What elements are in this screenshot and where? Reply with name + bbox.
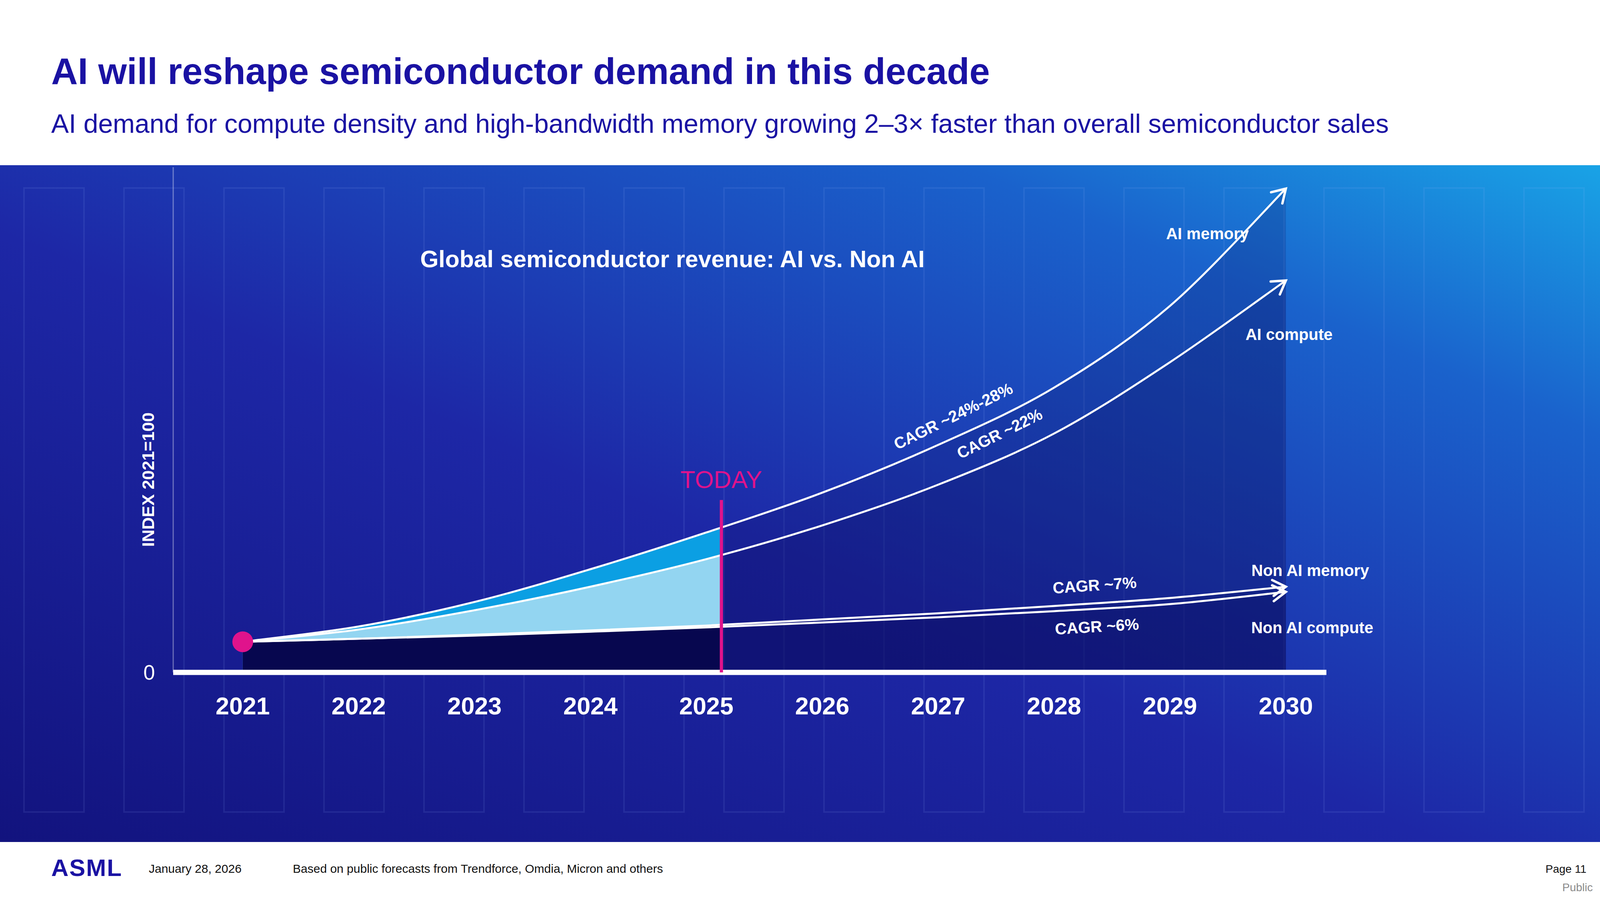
lines — [242, 188, 1286, 642]
past-areas — [242, 188, 722, 673]
start-dot — [232, 631, 254, 652]
background — [0, 165, 1600, 842]
line — [242, 586, 1286, 642]
y-axis-line — [172, 167, 174, 673]
x-tick-label: 2025 — [679, 692, 734, 720]
area-future — [721, 586, 1286, 673]
rack — [124, 188, 184, 812]
racks — [24, 188, 1584, 812]
footer-page: Page 11 — [1545, 862, 1587, 876]
rack — [24, 188, 84, 812]
x-tick-label: 2028 — [1026, 692, 1082, 720]
x-tick-label: 2024 — [563, 692, 618, 720]
rack — [1424, 188, 1484, 812]
rack — [624, 188, 684, 812]
y-tick-label: 0 — [143, 660, 156, 684]
today-label: TODAY — [680, 466, 763, 494]
page: AI will reshape semiconductor demand in … — [0, 0, 1600, 900]
today-line — [720, 500, 724, 673]
annotation: CAGR ~7% — [1052, 573, 1138, 597]
area — [242, 280, 722, 673]
title: AI will reshape semiconductor demand in … — [51, 50, 990, 92]
rack — [1324, 188, 1384, 812]
area-future — [721, 188, 1286, 673]
area — [242, 188, 722, 673]
x-tick-label: 2021 — [215, 692, 270, 720]
x-tick-label: 2023 — [447, 692, 502, 720]
logo: ASML — [51, 854, 123, 882]
x-tick-label: 2026 — [795, 692, 850, 720]
footer-date: January 28, 2026 — [148, 862, 242, 876]
area-future — [721, 592, 1286, 673]
annotation: CAGR ~22% — [954, 405, 1046, 462]
annotation: CAGR ~6% — [1054, 615, 1140, 638]
footer-source: Based on public forecasts from Trendforc… — [292, 862, 663, 876]
x-tick-label: 2027 — [910, 692, 966, 720]
x-tick-label: 2030 — [1258, 692, 1314, 720]
line — [242, 592, 1286, 642]
series-label: Non AI memory — [1251, 561, 1370, 580]
x-axis-line — [173, 670, 1327, 676]
future-areas — [721, 188, 1286, 673]
arrow-head — [1271, 188, 1286, 204]
x-tick-label: 2029 — [1142, 692, 1198, 720]
arrow-head — [1270, 280, 1286, 295]
arrow-head — [1272, 585, 1286, 602]
series-label: Non AI compute — [1251, 618, 1374, 637]
rack — [1524, 188, 1584, 812]
footer-classification: Public — [1562, 881, 1593, 894]
series-label: AI memory — [1166, 224, 1249, 243]
chart-title: Global semiconductor revenue: AI vs. Non… — [420, 246, 925, 273]
x-tick-label: 2022 — [331, 692, 386, 720]
line — [242, 280, 1286, 642]
line — [242, 188, 1286, 642]
y-axis-title: INDEX 2021=100 — [138, 412, 158, 547]
series-label: AI compute — [1245, 325, 1333, 344]
plot-area — [242, 188, 1286, 673]
subtitle: AI demand for compute density and high-b… — [51, 108, 1389, 139]
area-future — [721, 280, 1286, 673]
